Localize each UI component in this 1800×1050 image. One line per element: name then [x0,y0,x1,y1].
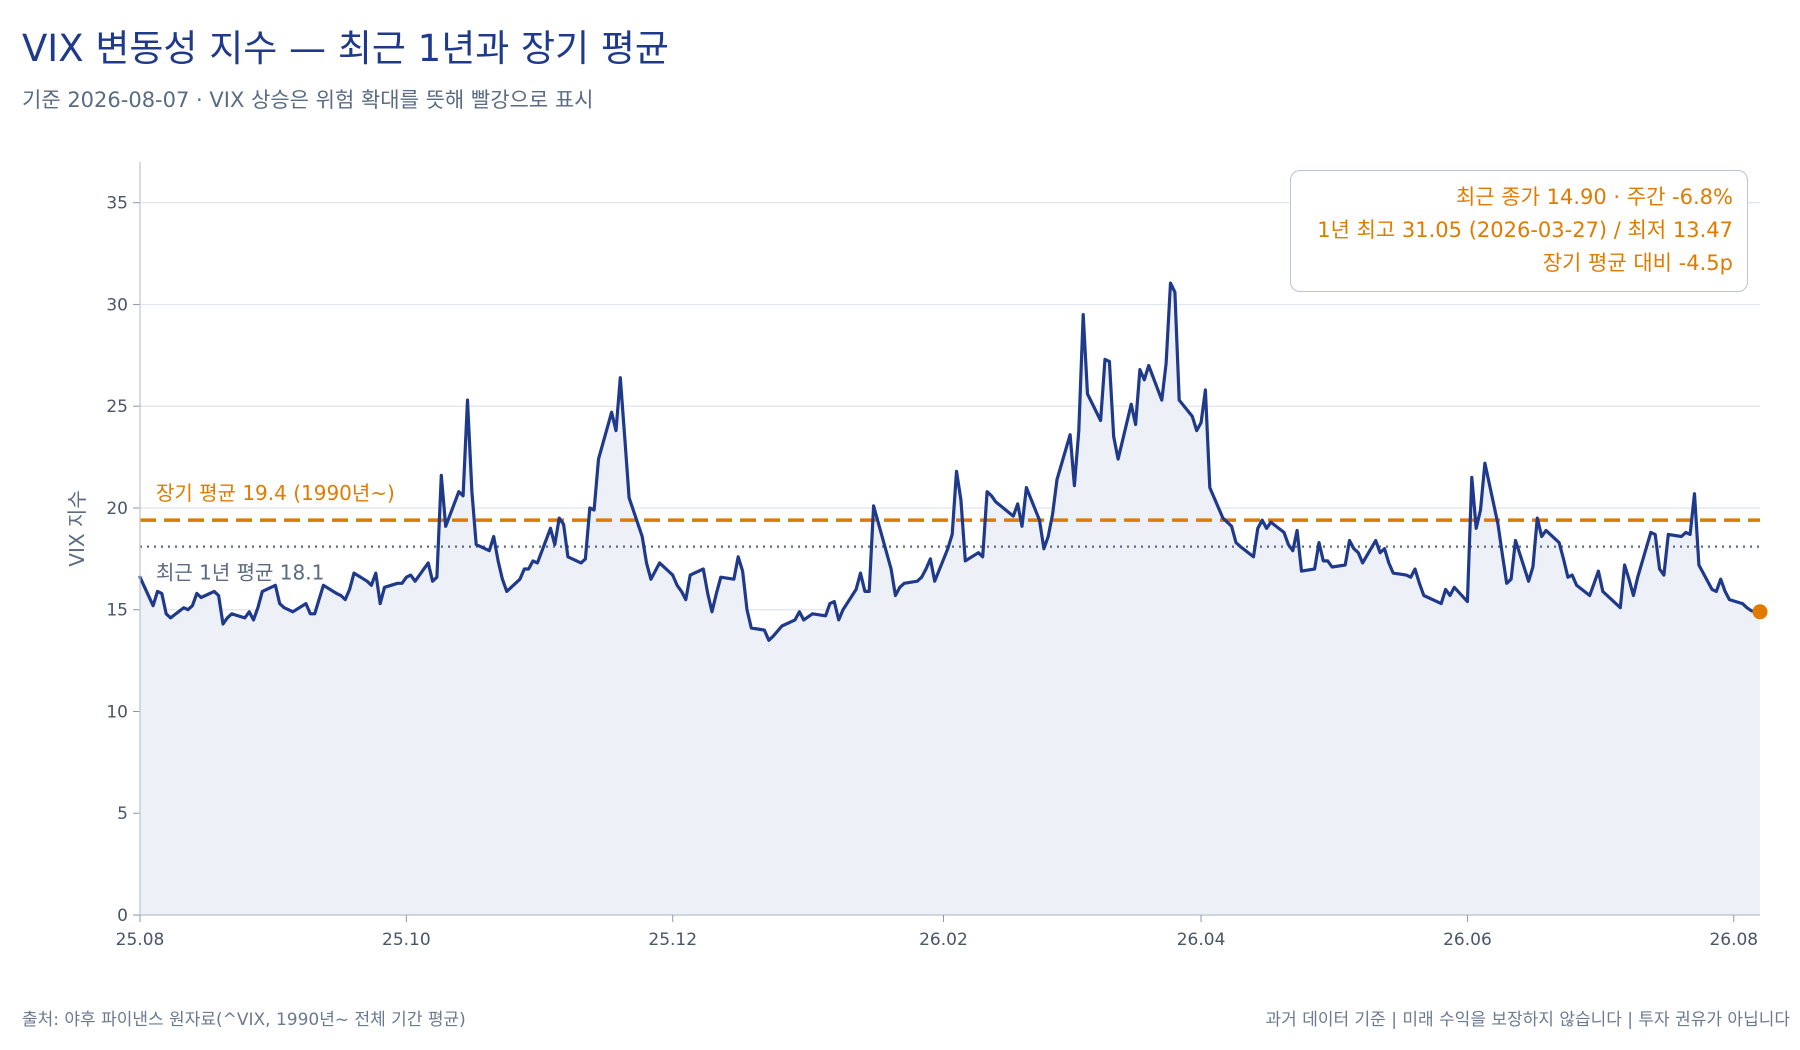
y-tick-label: 5 [117,804,128,824]
x-tick-label: 26.06 [1443,930,1492,950]
x-tick-label: 26.04 [1177,930,1226,950]
x-tick-label: 25.12 [648,930,697,950]
x-tick-label: 26.08 [1709,930,1758,950]
summary-box: 최근 종가 14.90 · 주간 -6.8% 1년 최고 31.05 (2026… [1290,170,1748,292]
y-tick-label: 15 [106,601,128,621]
vix-series-line [138,281,1762,642]
y-tick-label: 0 [117,906,128,926]
y-tick-label: 30 [106,295,128,315]
disclaimer-note: 과거 데이터 기준 | 미래 수익을 보장하지 않습니다 | 투자 권유가 아닙… [1265,1010,1790,1030]
latest-point-marker [1752,604,1768,620]
area-layer [140,283,1760,916]
y-tick-label: 10 [106,702,128,722]
summary-year-range: 1년 최고 31.05 (2026-03-27) / 최저 13.47 [1317,218,1733,242]
x-tick-label: 25.08 [116,930,165,950]
series-area [140,283,1760,916]
y-tick-label: 20 [106,499,128,519]
summary-latest-close: 최근 종가 14.90 · 주간 -6.8% [1455,185,1733,209]
one-year-average-label: 최근 1년 평균 18.1 [156,561,324,585]
reference-lines [140,518,1760,548]
axes: 0 5 10 15 20 25 30 35 25.08 25.10 25.12 26.02 26.04 2… [106,162,1760,950]
series-layer [138,281,1768,642]
long-average-label: 장기 평균 19.4 (1990년~) [156,481,395,505]
chart-subtitle: 기준 2026-08-07 · VIX 상승은 위험 확대를 뜻해 빨강으로 표… [22,88,594,112]
y-tick-label: 25 [106,397,128,417]
y-axis-title: VIX 지수 [65,490,89,566]
x-tick-label: 26.02 [919,930,968,950]
x-tick-label: 25.10 [382,930,431,950]
y-tick-label: 35 [106,194,128,214]
source-note: 출처: 야후 파이낸스 원자료(^VIX, 1990년~ 전체 기간 평균) [22,1010,466,1030]
summary-vs-long-average: 장기 평균 대비 -4.5p [1542,251,1733,275]
chart-title: VIX 변동성 지수 — 최근 1년과 장기 평균 [22,27,669,70]
